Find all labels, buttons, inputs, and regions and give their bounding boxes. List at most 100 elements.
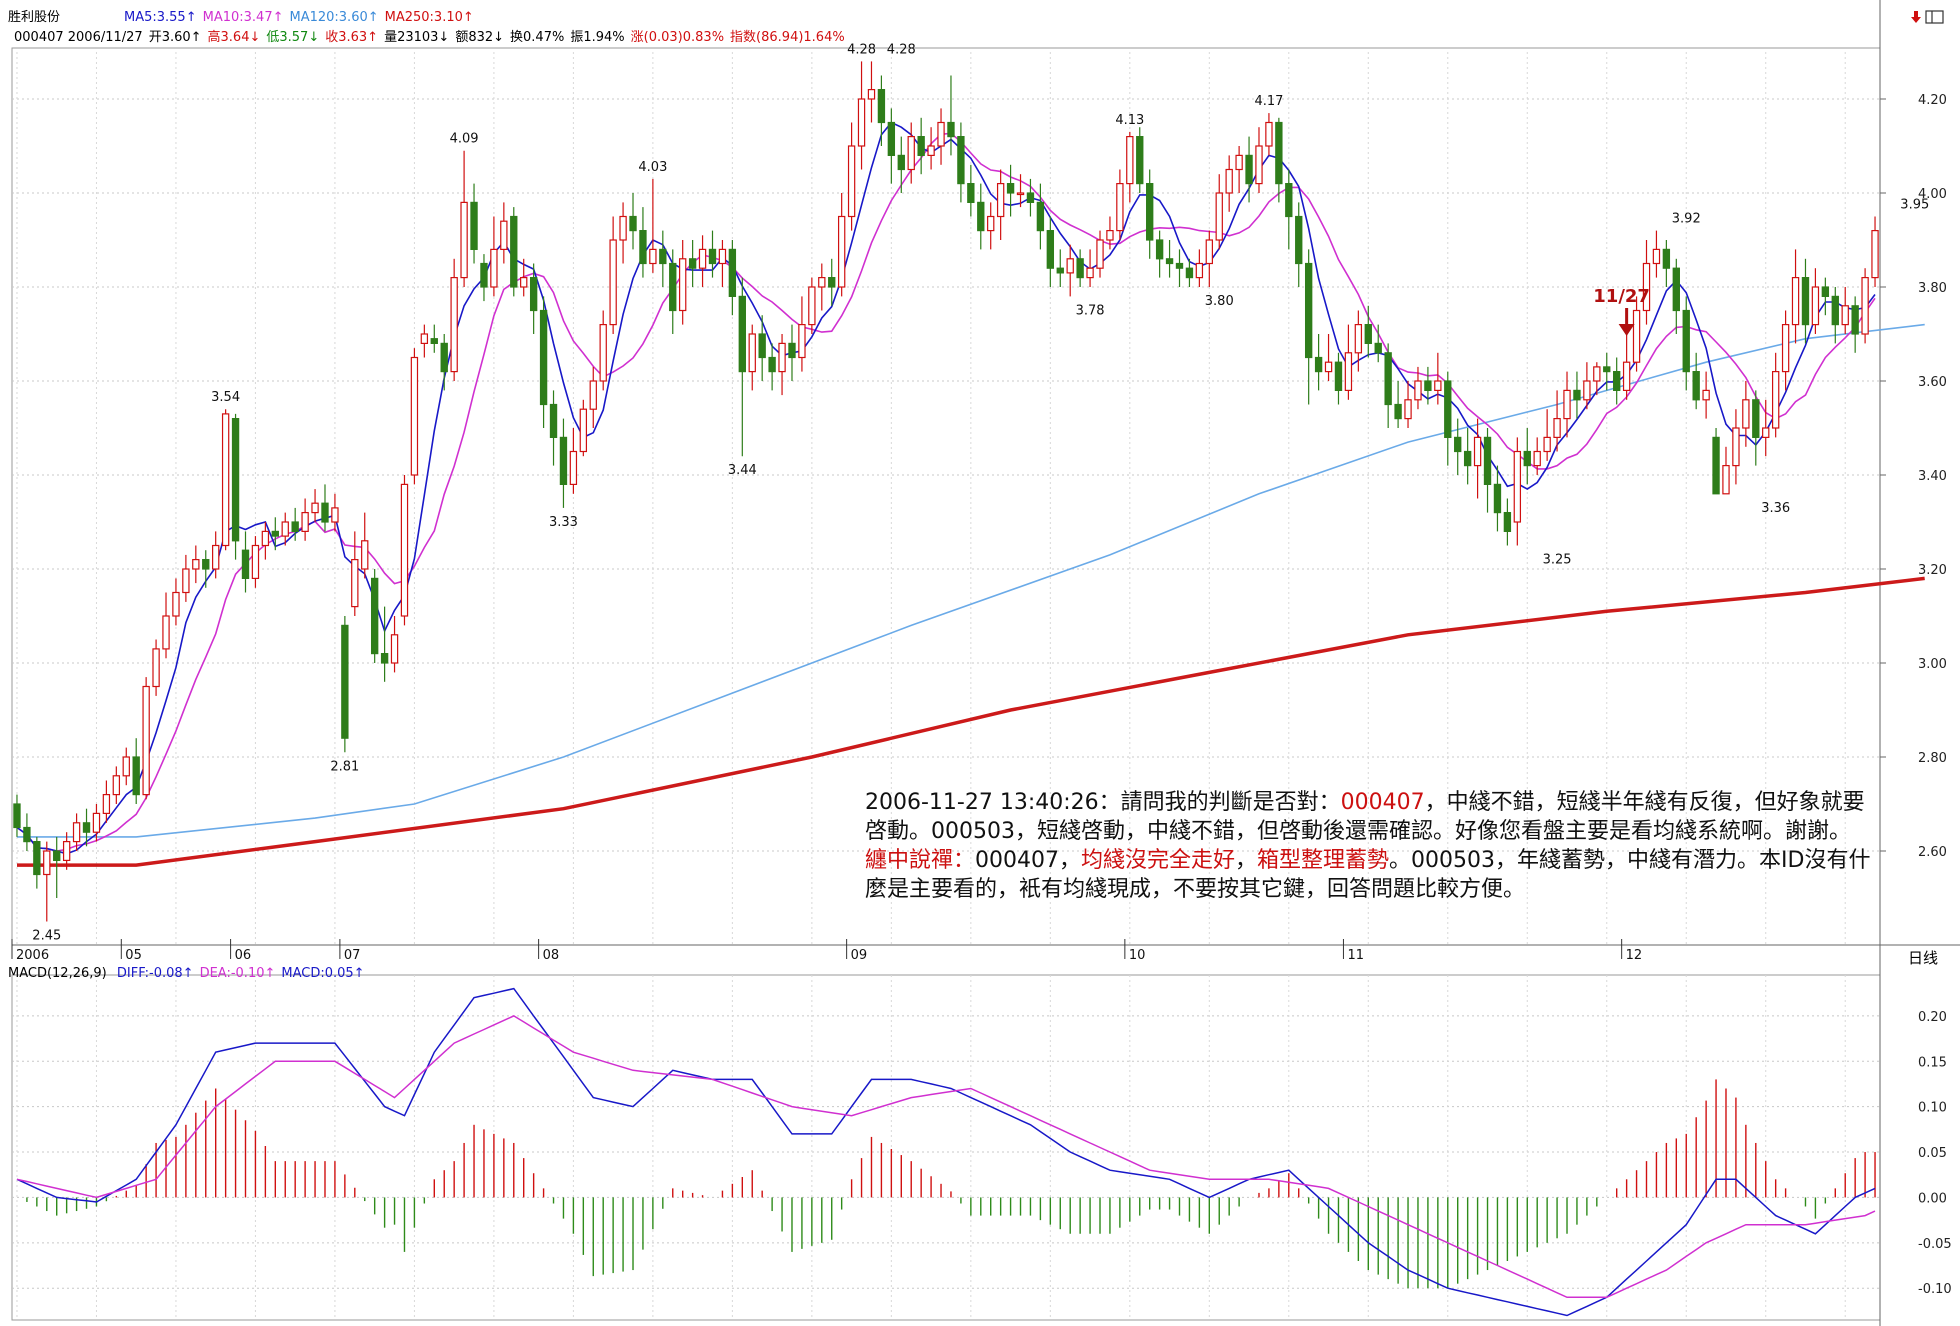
quote-item-10: 指数(86.94)1.64% <box>730 30 845 45</box>
candle <box>202 550 210 588</box>
candle-body <box>887 121 896 157</box>
candle <box>1463 428 1472 485</box>
candle <box>1762 399 1770 457</box>
candle <box>1692 352 1700 410</box>
candle <box>778 334 786 396</box>
macd-legend: MACD(12,26,9) DIFF:-0.08↑ DEA:-0.10↑ MACD:… <box>8 966 365 982</box>
candle-body <box>847 145 856 218</box>
candle <box>1126 131 1134 203</box>
price-extreme-label: 3.78 <box>1076 303 1105 318</box>
candle-body <box>1692 371 1700 401</box>
candle-body <box>539 309 548 406</box>
ma10-line <box>16 132 1876 852</box>
candle <box>1394 381 1402 428</box>
candle-body <box>361 540 369 570</box>
candle <box>679 240 687 325</box>
candle-body <box>122 756 130 777</box>
candle <box>241 531 250 593</box>
period-label[interactable]: 日线 <box>1908 949 1939 967</box>
candle-body <box>897 154 905 171</box>
candle <box>738 277 746 457</box>
candle <box>559 418 568 508</box>
candle <box>1275 117 1283 203</box>
candle-body <box>1324 361 1333 373</box>
ma120-line <box>17 323 1925 838</box>
candle-body <box>1543 436 1551 453</box>
candle-body <box>619 215 627 241</box>
candle <box>341 616 349 753</box>
candle-body <box>390 634 399 664</box>
candle <box>549 390 558 466</box>
candle-body <box>947 121 955 138</box>
candle-body <box>33 840 41 876</box>
candle <box>1225 155 1233 212</box>
candle <box>887 108 896 184</box>
price-tick-label: 4.00 <box>1918 187 1947 202</box>
price-extreme-label: 3.36 <box>1761 501 1790 516</box>
candle-body <box>1136 136 1144 185</box>
candle-body <box>251 544 260 580</box>
candle-body <box>698 248 707 269</box>
candle-body <box>728 248 737 297</box>
candle <box>1056 249 1064 287</box>
candle <box>1622 334 1631 400</box>
comment-line-4: 麼是主要看的，衹有均綫現成，不要按其它鍵，回答問題比較方便。 <box>865 877 1526 902</box>
price-tick-label: 3.40 <box>1918 469 1947 484</box>
candle <box>1871 216 1879 287</box>
candle <box>72 813 81 851</box>
candle-body <box>450 277 458 373</box>
macd-tick-label: -0.05 <box>1918 1237 1952 1252</box>
candle <box>1096 230 1104 278</box>
candle <box>1553 390 1561 452</box>
expand-icon[interactable] <box>1910 8 1946 26</box>
candle <box>659 230 667 287</box>
price-extreme-label: 3.54 <box>211 390 240 405</box>
candle <box>1752 390 1760 466</box>
candle <box>857 61 866 170</box>
candle <box>1106 216 1114 250</box>
candle <box>142 677 150 800</box>
candle-body <box>649 248 657 265</box>
candle <box>470 183 478 264</box>
candle-body <box>1672 267 1680 312</box>
candle <box>837 193 846 297</box>
ma250-line <box>17 576 1925 867</box>
candle <box>1632 296 1641 372</box>
comment-line-2: 啓動。000503，短綫啓動，中綫不錯，但啓動後還需確認。好像您看盤主要是看均綫… <box>865 819 1851 844</box>
candle <box>410 348 419 485</box>
candle <box>321 484 329 532</box>
macd-tick-label: 0.10 <box>1918 1101 1947 1116</box>
candle <box>132 738 140 804</box>
candle-body <box>927 145 935 156</box>
candle-body <box>1155 239 1164 260</box>
candle-body <box>778 342 786 373</box>
candle <box>1175 249 1184 287</box>
candle-body <box>1593 366 1601 382</box>
candle <box>122 747 130 786</box>
candle-body <box>1066 258 1074 274</box>
candle-body <box>202 558 210 570</box>
candle-body <box>1076 258 1084 279</box>
candle-body <box>748 333 756 373</box>
candle-body <box>1454 436 1462 453</box>
candle <box>361 512 369 579</box>
candle <box>1215 174 1223 250</box>
candle <box>440 334 448 391</box>
candle <box>1503 498 1512 546</box>
candle <box>768 343 776 391</box>
comment-author: 纏中說禪： <box>865 848 976 873</box>
candle-body <box>768 356 776 373</box>
candle-body <box>1841 305 1849 326</box>
candle-body <box>569 450 578 486</box>
comment-line-1-b: ，中綫不錯，短綫半年綫有反復，但好象就要 <box>1424 790 1865 815</box>
price-tick-label: 3.60 <box>1918 375 1947 390</box>
candle-body <box>470 201 478 250</box>
candle <box>1613 357 1621 405</box>
candle <box>1076 249 1084 287</box>
candle <box>569 428 578 494</box>
quote-item-5: 量23103↓ <box>384 30 450 45</box>
comment-line-3-a: 000407， <box>975 848 1081 873</box>
price-extreme-label: 3.25 <box>1543 553 1572 568</box>
candle <box>1593 362 1601 396</box>
